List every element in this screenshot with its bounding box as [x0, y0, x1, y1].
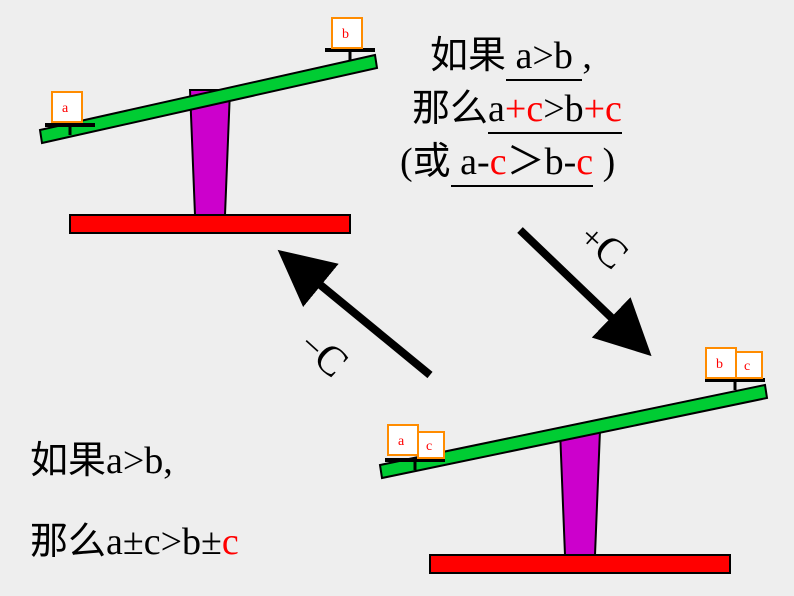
base	[430, 555, 730, 573]
t3-open: (或	[400, 141, 451, 183]
line3: (或 a-c＞b-c )	[400, 136, 790, 189]
box-a-label: a	[62, 101, 69, 116]
seesaw-top-svg: a b	[20, 10, 390, 240]
t1-prefix: 如果	[430, 35, 506, 77]
plus-c-label: +C	[570, 212, 637, 279]
b-line2: 那么a±c>b±c	[30, 516, 239, 569]
t2-a: a	[488, 88, 505, 130]
t3-c2: c	[576, 141, 593, 183]
seesaw-bottom: a c b c	[370, 330, 780, 585]
line1: 如果 a>b ,	[430, 30, 790, 83]
text-bottom: 如果a>b, 那么a±c>b±c	[30, 435, 239, 569]
b2-prefix: 那么a±c>b±	[30, 521, 222, 563]
box-a-label: a	[398, 434, 405, 449]
minus-c-label: −C	[290, 320, 357, 387]
t3-gt: ＞b-	[507, 141, 577, 183]
box-b-label: b	[342, 27, 349, 42]
t2-under: a+c>b+c	[488, 88, 622, 134]
t3-c1: c	[490, 141, 507, 183]
t1-suffix: ,	[582, 35, 592, 77]
box-c-left-label: c	[426, 439, 432, 454]
box-c-right-label: c	[744, 359, 750, 374]
line2: 那么a+c>b+c	[412, 83, 790, 136]
pillar	[560, 430, 600, 555]
text-top: 如果 a>b , 那么a+c>b+c (或 a-c＞b-c )	[430, 30, 790, 190]
t2-pc2: +c	[584, 88, 622, 130]
t3-a: a-	[451, 141, 490, 183]
box-b-label: b	[716, 357, 723, 372]
t2-pc1: +c	[505, 88, 543, 130]
t3-close: )	[593, 141, 615, 183]
t2-prefix: 那么	[412, 88, 488, 130]
t3-under: a-c＞b-c	[451, 141, 593, 187]
base	[70, 215, 350, 233]
seesaw-bottom-svg: a c b c	[370, 330, 780, 580]
b-line1: 如果a>b,	[30, 435, 239, 488]
t2-gt: >b	[543, 88, 583, 130]
t1-under: a>b	[506, 35, 582, 81]
b2-c: c	[222, 521, 239, 563]
seesaw-top: a b	[20, 10, 390, 245]
